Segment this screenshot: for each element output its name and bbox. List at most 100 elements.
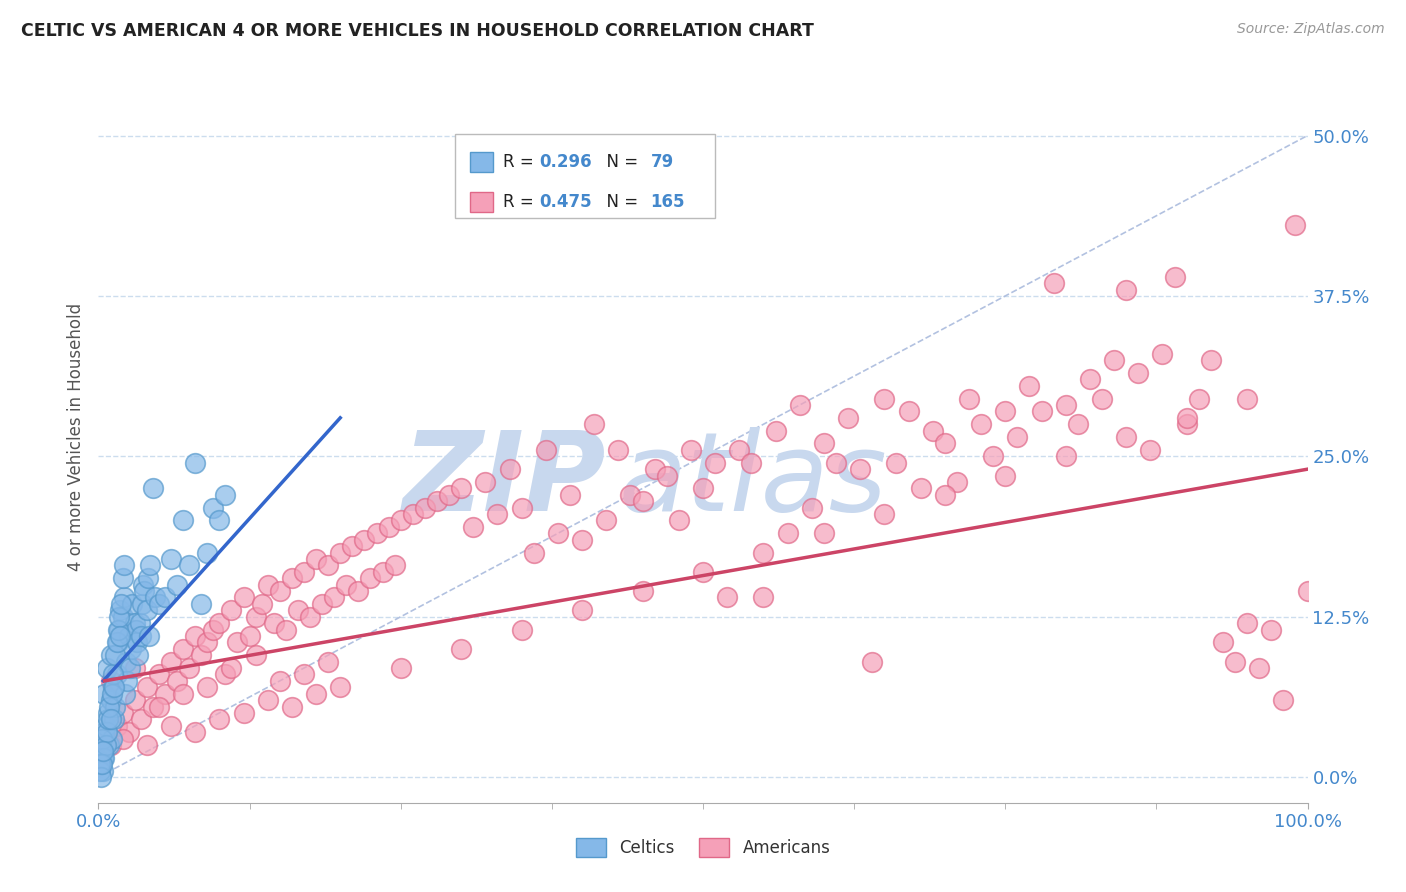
Point (208, 616, 231, 631)
Point (1284, 219, 1306, 233)
Text: N =: N = (596, 193, 644, 211)
Point (160, 719, 183, 733)
Point (1054, 398, 1077, 412)
Point (595, 514, 617, 528)
Point (740, 456, 762, 470)
Point (90, 770, 112, 784)
Point (886, 456, 908, 470)
Point (450, 482, 472, 496)
Point (934, 436, 956, 450)
Point (765, 424, 787, 438)
Point (143, 591, 166, 605)
Text: 0.475: 0.475 (540, 193, 592, 211)
Point (910, 482, 932, 496)
Point (91, 731, 114, 746)
Point (100, 693, 122, 707)
Point (100, 712, 122, 726)
Point (1139, 442, 1161, 457)
Point (94, 719, 117, 733)
Point (91, 744, 114, 758)
Point (813, 436, 835, 450)
Point (91, 764, 114, 778)
Point (825, 456, 848, 470)
Point (202, 623, 225, 637)
Point (93, 731, 115, 746)
Point (129, 712, 152, 726)
Point (172, 514, 194, 528)
Point (148, 597, 170, 611)
Point (347, 584, 370, 599)
Point (1163, 269, 1185, 284)
Point (728, 442, 751, 457)
Point (142, 699, 165, 714)
Point (202, 500, 225, 515)
Point (486, 507, 509, 521)
Point (172, 687, 194, 701)
Point (179, 661, 201, 675)
Point (100, 731, 122, 746)
Point (558, 488, 581, 502)
Point (692, 565, 714, 579)
Point (127, 635, 149, 649)
Point (105, 635, 128, 649)
Point (135, 603, 157, 617)
Point (195, 545, 218, 559)
Point (619, 488, 641, 502)
Point (1054, 450, 1077, 464)
Point (190, 597, 212, 611)
FancyBboxPatch shape (456, 134, 716, 218)
Point (107, 623, 129, 637)
Point (128, 616, 150, 631)
Point (1223, 655, 1246, 669)
Point (299, 609, 322, 624)
Point (305, 687, 328, 701)
Point (1115, 283, 1137, 297)
Point (873, 392, 896, 406)
Point (1260, 623, 1282, 637)
Point (132, 577, 155, 591)
Point (139, 558, 162, 573)
Point (195, 635, 218, 649)
Point (837, 410, 859, 425)
Point (91, 744, 114, 758)
Y-axis label: 4 or more Vehicles in Household: 4 or more Vehicles in Household (66, 303, 84, 571)
Point (263, 616, 285, 631)
Point (631, 494, 654, 508)
Point (166, 577, 188, 591)
Point (100, 738, 122, 752)
Point (97, 712, 120, 726)
Point (389, 661, 412, 675)
Point (104, 699, 127, 714)
Point (269, 584, 291, 599)
Point (281, 699, 304, 714)
Point (135, 681, 157, 695)
Point (1115, 430, 1137, 444)
Point (371, 565, 394, 579)
Point (93, 687, 115, 701)
Point (118, 629, 141, 643)
Point (1152, 346, 1174, 360)
Point (316, 558, 339, 573)
Point (571, 603, 593, 617)
Point (221, 661, 243, 675)
Point (716, 591, 738, 605)
Point (1102, 353, 1125, 368)
Point (100, 687, 122, 701)
Point (1175, 410, 1198, 425)
Point (89, 757, 111, 772)
Point (534, 442, 557, 457)
Point (124, 661, 146, 675)
Point (118, 661, 141, 675)
Point (91, 751, 114, 765)
Point (946, 475, 969, 489)
Text: N =: N = (596, 153, 644, 171)
Point (897, 404, 920, 418)
Point (214, 667, 236, 681)
Point (970, 417, 993, 432)
Point (98, 738, 121, 752)
Point (849, 462, 872, 476)
Point (655, 468, 678, 483)
Point (100, 673, 122, 688)
Point (148, 667, 170, 681)
Point (269, 673, 291, 688)
